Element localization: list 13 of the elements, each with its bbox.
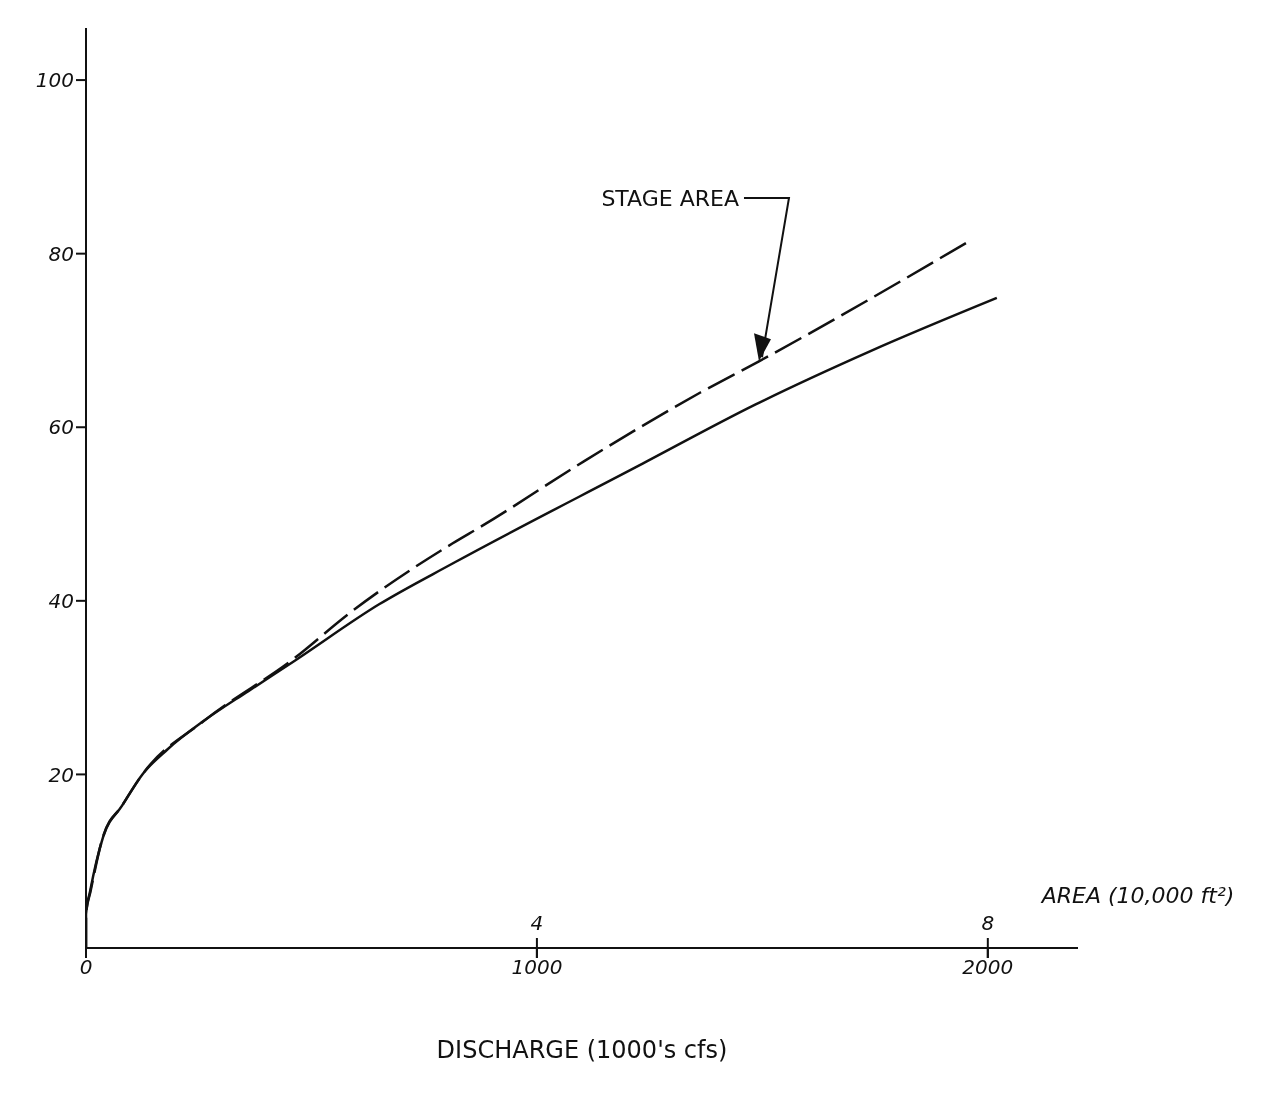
x-axis-title: DISCHARGE (1000's cfs) bbox=[436, 1036, 728, 1064]
y-tick-label: 40 bbox=[48, 588, 74, 613]
y-tick-label: 20 bbox=[48, 762, 74, 787]
x2-axis-title: AREA (10,000 ft²) bbox=[1039, 883, 1235, 908]
y-tick-label: 80 bbox=[48, 241, 74, 266]
text: STAGE AREA bbox=[601, 186, 739, 211]
x2-tick-label: 4 bbox=[530, 911, 544, 935]
x-tick-label: 0 bbox=[79, 955, 93, 980]
x-tick-label: 2000 bbox=[962, 955, 1014, 980]
y-tick-label: 100 bbox=[35, 68, 74, 93]
y-tick-label: 60 bbox=[48, 415, 74, 440]
x-tick-label: 1000 bbox=[511, 955, 563, 980]
x2-tick-label: 8 bbox=[981, 911, 995, 935]
